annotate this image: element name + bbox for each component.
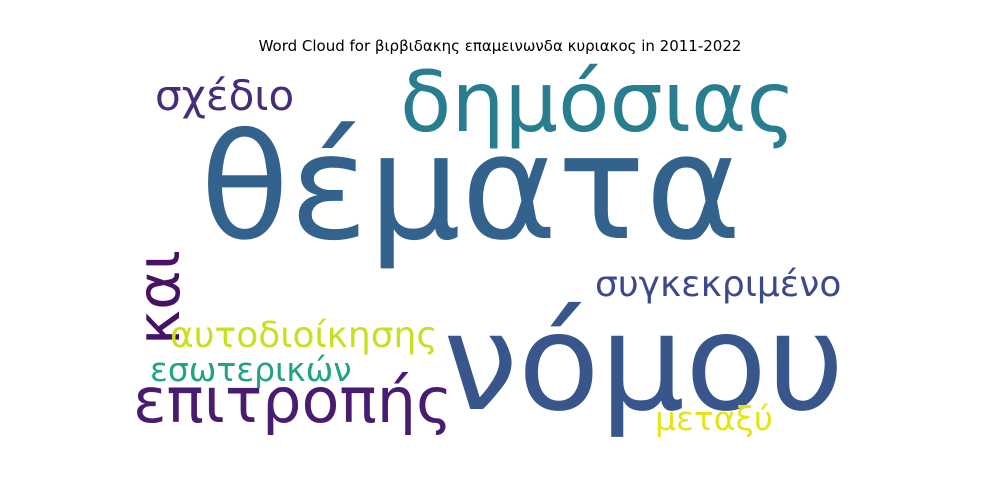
word-9: εσωτερικών bbox=[150, 350, 352, 389]
word-3: δημόσιας bbox=[400, 53, 796, 151]
word-7: συγκεκριμένο bbox=[595, 264, 842, 305]
word-10: μεταξύ bbox=[655, 399, 773, 438]
word-6: σχέδιο bbox=[155, 71, 295, 120]
chart-title: Word Cloud for βιρβιδακης επαμεινωνδα κυ… bbox=[258, 37, 742, 55]
word-4: επιτροπής bbox=[133, 364, 453, 437]
word-1: θέματα bbox=[200, 103, 742, 273]
word-cloud: θέματα νόμου δημόσιας επιτροπής και σχέδιο συγ… bbox=[124, 53, 885, 441]
word-2: νόμου bbox=[443, 285, 845, 441]
word-8: αυτοδιοίκησης bbox=[170, 315, 438, 356]
